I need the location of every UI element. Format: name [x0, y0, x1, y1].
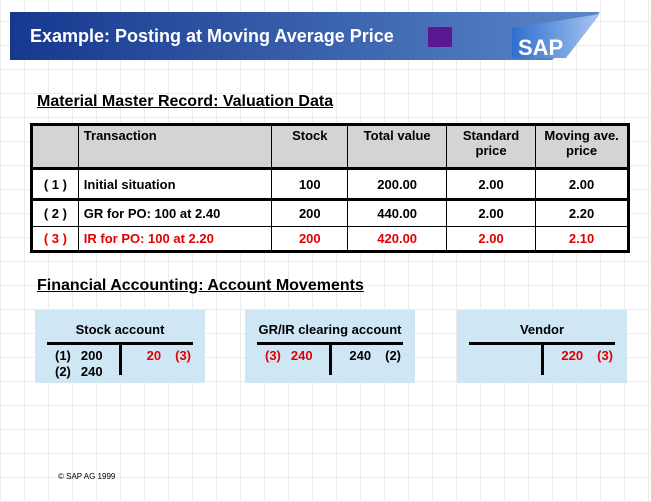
entry-ref: (1): [55, 348, 71, 363]
table-cell: Initial situation: [77, 168, 273, 200]
table-cell: ( 1 ): [31, 168, 79, 200]
entry-amount: 220: [561, 348, 584, 363]
title: Example: Posting at Moving Average Price: [30, 26, 394, 46]
entry: (1) 200: [55, 348, 103, 364]
entry-amount: 240: [290, 348, 313, 363]
entry-amount: 20: [146, 348, 162, 363]
column-header: Moving ave. price: [535, 124, 629, 169]
column-header: Standard price: [445, 124, 537, 169]
table-cell: 100: [271, 168, 349, 200]
entry: 20 (3): [131, 348, 191, 364]
table-cell: 420.00: [347, 226, 447, 252]
table-cell: 2.10: [535, 226, 629, 252]
t-account: Vendor 220 (3): [457, 310, 627, 383]
table-cell: ( 2 ): [31, 199, 79, 227]
table-cell: 2.20: [535, 199, 629, 227]
entry-amount: 200: [80, 348, 103, 363]
valuation-table: Transaction Stock Total value Standard pric…: [30, 123, 630, 253]
table-cell: ( 3 ): [31, 226, 79, 252]
entry: (2) 240: [55, 364, 103, 380]
table-cell: 200: [271, 226, 349, 252]
table-row: ( 3 ) IR for PO: 100 at 2.20 200 420.00 2.00…: [31, 226, 629, 252]
entry-ref: (3): [597, 348, 613, 363]
t-vertical: [541, 342, 544, 375]
banner: SAP Example: Posting at Moving Average P…: [10, 12, 600, 60]
entry: 220 (3): [553, 348, 613, 364]
section-heading: Material Master Record: Valuation Data: [37, 93, 334, 110]
table-cell: 200: [271, 199, 349, 227]
column-header: Total value: [347, 124, 447, 169]
table-cell: 2.00: [445, 199, 537, 227]
entry-amount: 240: [349, 348, 372, 363]
table-cell: 2.00: [445, 168, 537, 200]
table-cell: 200.00: [347, 168, 447, 200]
entry: (3) 240: [265, 348, 313, 364]
account-name: GR/IR clearing account: [258, 322, 402, 337]
account-name: Stock account: [75, 322, 165, 337]
entry: 240 (2): [341, 348, 401, 364]
t-vertical: [329, 342, 332, 375]
table-row: ( 2 ) GR for PO: 100 at 2.40 200 440.00 2.00…: [31, 199, 629, 227]
debit-side: (1) 200 (2) 240: [55, 348, 103, 380]
entry-ref: (2): [55, 364, 71, 379]
copyright: © SAP AG 1999: [58, 472, 116, 481]
logo: SAP: [518, 35, 563, 60]
entry-ref: (3): [175, 348, 191, 363]
entry-amount: 240: [80, 364, 103, 379]
t-account: GR/IR clearing account (3) 240 240 (2): [245, 310, 415, 383]
table-cell: GR for PO: 100 at 2.40: [77, 199, 273, 227]
header-row: Transaction Stock Total value Standard pric…: [31, 124, 629, 169]
t-vertical: [119, 342, 122, 375]
t-account: Stock account (1) 200 (2) 240 20 (3): [35, 310, 205, 383]
credit-side: 220 (3): [553, 348, 613, 364]
debit-side: (3) 240: [265, 348, 313, 364]
column-header: Transaction: [77, 124, 273, 169]
column-header: [31, 124, 79, 169]
credit-side: 240 (2): [341, 348, 401, 364]
table-cell: IR for PO: 100 at 2.20: [77, 226, 273, 252]
entry-ref: (3): [265, 348, 281, 363]
section-heading: Financial Accounting: Account Movements: [37, 277, 364, 294]
table-row: ( 1 ) Initial situation 100 200.00 2.00 2.00: [31, 168, 629, 200]
column-header: Stock: [271, 124, 349, 169]
entry-ref: (2): [385, 348, 401, 363]
table-cell: 2.00: [445, 226, 537, 252]
account-name: Vendor: [519, 322, 565, 337]
table-cell: 2.00: [535, 168, 629, 200]
table-cell: 440.00: [347, 199, 447, 227]
credit-side: 20 (3): [131, 348, 191, 364]
